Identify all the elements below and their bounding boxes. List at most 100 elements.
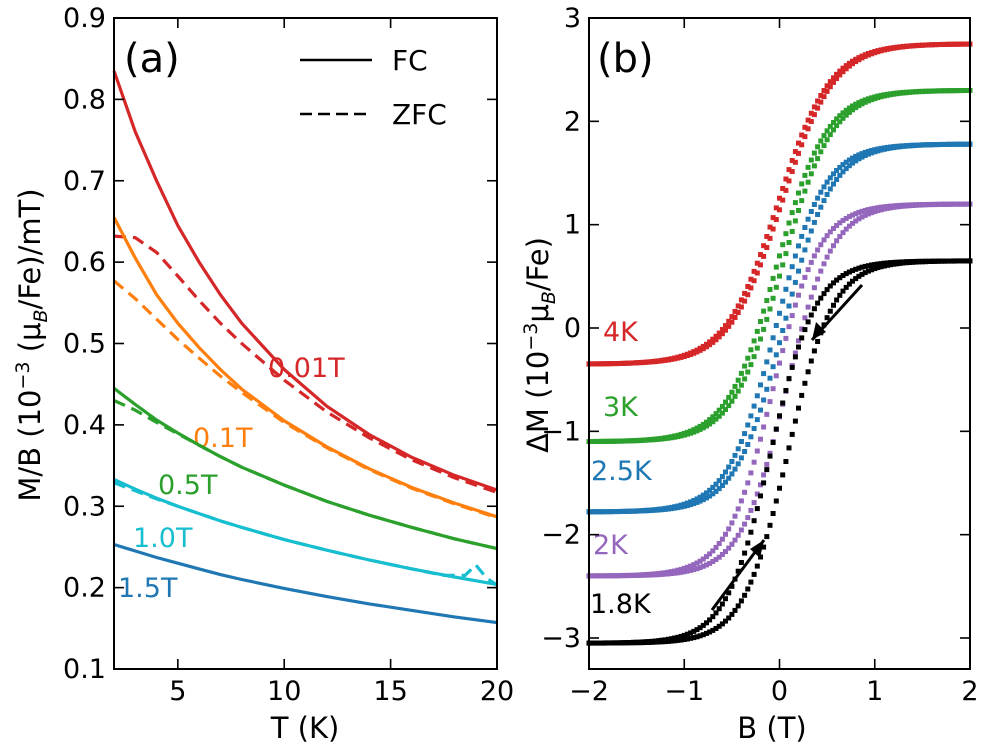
- data-point-2.5K: [818, 204, 824, 210]
- data-point-3K: [815, 156, 821, 162]
- data-point-2K: [843, 216, 849, 221]
- legend-fc-label: FC: [392, 44, 428, 77]
- data-point-2.5K: [732, 452, 738, 458]
- data-point-2.5K: [815, 195, 821, 201]
- y-tick-label-b: −2: [541, 520, 581, 551]
- data-point-4K: [910, 43, 916, 49]
- data-point-1.8K: [611, 640, 617, 646]
- data-point-2.5K: [929, 142, 935, 148]
- data-point-1.8K: [738, 598, 744, 604]
- data-point-2.5K: [932, 142, 938, 147]
- data-point-3K: [611, 438, 617, 444]
- data-point-2K: [700, 563, 706, 569]
- data-point-2.5K: [862, 153, 868, 158]
- data-point-4K: [837, 72, 843, 78]
- data-point-2.5K: [913, 142, 919, 148]
- data-point-4K: [919, 42, 925, 48]
- data-point-3K: [824, 128, 830, 134]
- data-point-3K: [605, 438, 611, 444]
- data-point-2K: [713, 544, 719, 550]
- data-point-3K: [719, 403, 725, 409]
- data-point-2K: [840, 230, 846, 236]
- data-point-3K: [837, 113, 843, 119]
- data-point-2.5K: [634, 508, 640, 514]
- data-point-2K: [815, 247, 821, 253]
- data-point-2.5K: [786, 275, 792, 281]
- data-point-2.5K: [789, 291, 795, 297]
- data-point-2K: [913, 202, 919, 208]
- data-point-1.8K: [700, 632, 706, 638]
- data-point-4K: [631, 360, 636, 366]
- y-tick-label-a: 0.8: [63, 84, 106, 115]
- data-point-2K: [678, 569, 684, 575]
- data-point-3K: [770, 275, 776, 281]
- data-point-2.5K: [646, 507, 652, 513]
- data-point-2K: [850, 220, 855, 226]
- data-point-1.8K: [777, 413, 782, 419]
- data-point-4K: [650, 359, 655, 364]
- data-point-2.5K: [716, 486, 722, 492]
- data-point-4K: [684, 351, 690, 357]
- data-point-4K: [723, 323, 728, 329]
- data-point-3K: [869, 95, 875, 101]
- data-point-1.8K: [932, 258, 938, 264]
- data-point-4K: [837, 68, 843, 74]
- data-point-3K: [840, 110, 846, 116]
- data-point-1.8K: [831, 280, 836, 286]
- data-point-3K: [691, 427, 697, 433]
- data-point-1.8K: [951, 258, 957, 264]
- data-point-2K: [942, 201, 948, 207]
- data-point-4K: [669, 356, 674, 362]
- data-point-1.8K: [789, 364, 795, 370]
- sweep-arrows: [710, 283, 864, 611]
- data-point-1.8K: [907, 259, 913, 265]
- data-point-2.5K: [615, 509, 621, 514]
- data-point-4K: [681, 352, 687, 358]
- sweep-up-arrowhead: [750, 540, 764, 558]
- data-point-4K: [678, 353, 684, 359]
- data-point-2.5K: [796, 243, 801, 249]
- data-point-1.8K: [799, 392, 805, 398]
- data-point-2K: [865, 211, 871, 217]
- data-point-3K: [754, 345, 760, 351]
- data-point-1.8K: [723, 618, 728, 624]
- data-point-3K: [942, 88, 948, 94]
- data-point-2.5K: [843, 166, 849, 172]
- data-point-4K: [805, 117, 811, 123]
- data-point-1.8K: [748, 579, 754, 585]
- data-point-2.5K: [764, 386, 770, 392]
- data-point-3K: [805, 164, 811, 170]
- data-point-3K: [796, 208, 801, 213]
- data-point-1.8K: [681, 637, 687, 642]
- data-point-1.8K: [888, 260, 894, 266]
- data-point-2K: [596, 573, 601, 579]
- data-point-2K: [948, 201, 954, 207]
- data-point-4K: [840, 69, 846, 75]
- data-point-1.8K: [834, 277, 840, 283]
- data-point-4K: [726, 318, 732, 324]
- data-point-4K: [885, 46, 890, 52]
- data-point-1.8K: [672, 635, 678, 641]
- data-point-3K: [713, 411, 719, 417]
- data-point-3K: [751, 338, 757, 344]
- data-point-3K: [799, 181, 805, 187]
- data-point-1.8K: [735, 568, 741, 574]
- data-point-1.8K: [840, 273, 846, 278]
- data-point-2.5K: [811, 202, 817, 207]
- data-point-1.8K: [811, 306, 817, 312]
- data-point-3K: [637, 437, 643, 443]
- data-point-2K: [767, 450, 773, 456]
- data-point-2.5K: [618, 508, 624, 514]
- data-point-3K: [878, 92, 884, 98]
- data-point-4K: [738, 304, 744, 310]
- data-point-3K: [885, 91, 890, 97]
- data-point-1.8K: [789, 431, 795, 437]
- data-point-1.8K: [678, 637, 684, 643]
- data-point-4K: [783, 187, 789, 193]
- data-point-1.8K: [745, 540, 751, 546]
- data-point-1.8K: [627, 640, 633, 645]
- data-point-2K: [923, 202, 928, 207]
- data-point-3K: [723, 399, 728, 405]
- data-point-3K: [792, 200, 798, 206]
